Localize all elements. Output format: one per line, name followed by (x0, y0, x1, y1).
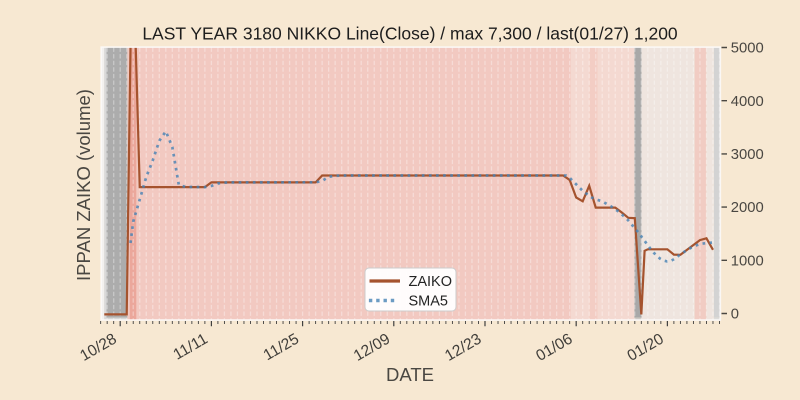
svg-text:ZAIKO: ZAIKO (409, 274, 453, 290)
svg-text:3000: 3000 (731, 147, 764, 163)
svg-text:2000: 2000 (731, 200, 764, 216)
svg-text:IPPAN ZAIKO (volume): IPPAN ZAIKO (volume) (73, 89, 94, 281)
svg-text:1000: 1000 (731, 253, 764, 269)
svg-text:5000: 5000 (731, 41, 764, 57)
svg-text:DATE: DATE (386, 364, 434, 385)
svg-text:LAST YEAR 3180 NIKKO Line(Clos: LAST YEAR 3180 NIKKO Line(Close) / max 7… (142, 24, 678, 44)
svg-text:4000: 4000 (731, 94, 764, 110)
svg-text:0: 0 (731, 307, 739, 323)
svg-text:SMA5: SMA5 (409, 294, 449, 310)
